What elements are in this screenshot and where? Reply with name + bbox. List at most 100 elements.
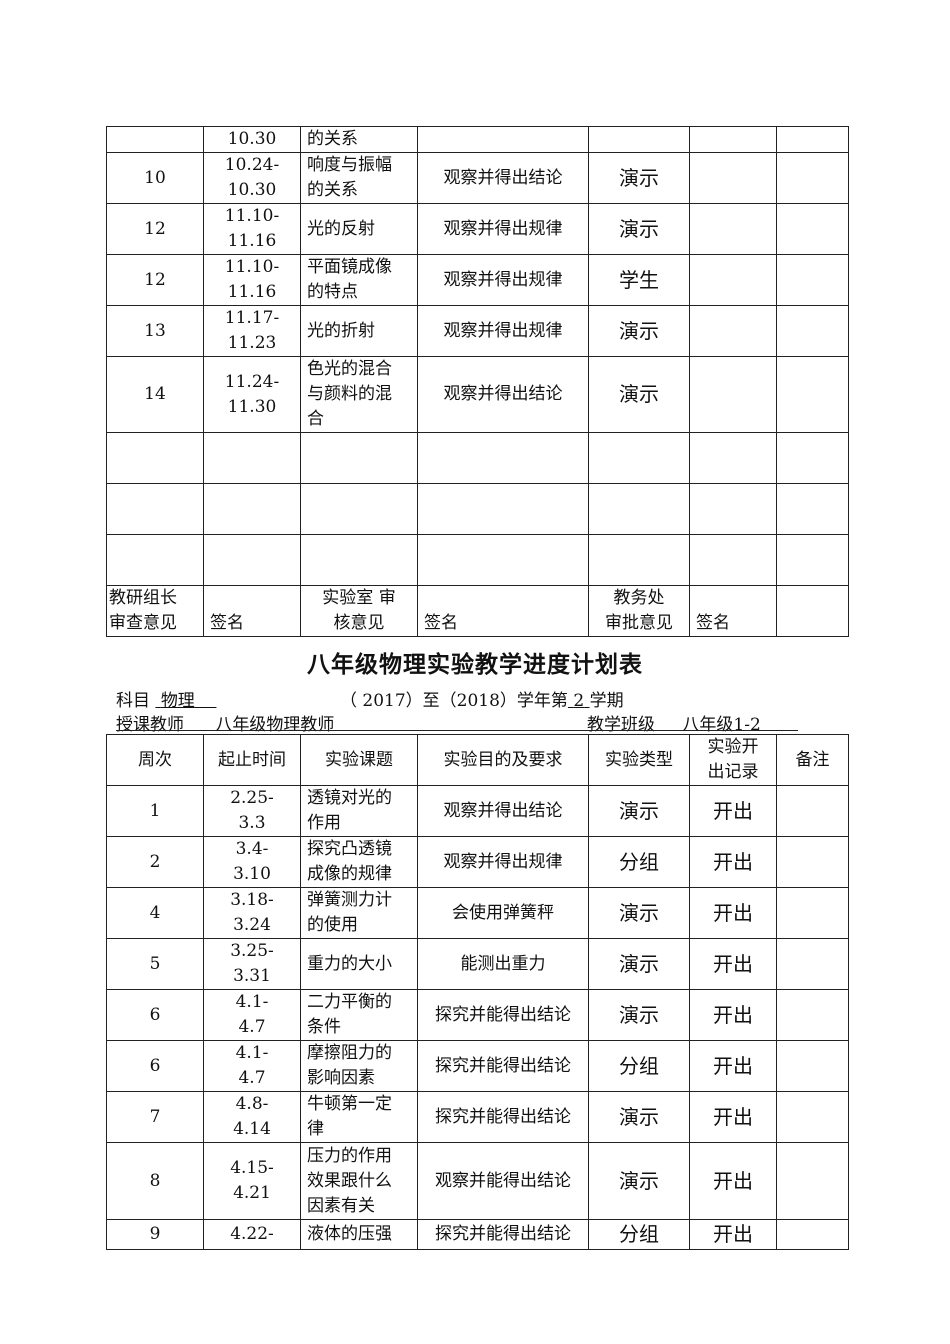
topic-cell: 色光的混合 与颜料的混合 bbox=[300, 356, 418, 433]
cell-line: 4.1- bbox=[235, 1043, 269, 1063]
cell-line: 的关系 bbox=[307, 129, 358, 149]
note-cell bbox=[776, 1219, 849, 1250]
cell-line: 10.24- bbox=[224, 155, 280, 175]
type-cell: 演示 bbox=[588, 887, 690, 939]
week-cell: 13 bbox=[106, 305, 204, 357]
record-cell: 开出 bbox=[689, 1219, 777, 1250]
cell-line: 的使用 bbox=[307, 915, 358, 935]
cell-line: 液体的压强 bbox=[307, 1224, 392, 1244]
table-row: 1 2.25- 3.3 透镜对光的 作用 观察并得出结论 演示 开出 bbox=[106, 785, 849, 837]
cell-line: 4.8- bbox=[235, 1094, 269, 1114]
date-range-cell: 11.24- 11.30 bbox=[203, 356, 301, 433]
note-cell bbox=[776, 152, 849, 204]
experiment-schedule-table: 周次 起止时间 实验课题 实验目的及要求 实验类型 实验开 出记录 备注 1 2.25- 3.3 透… bbox=[106, 734, 849, 1250]
column-header: 实验类型 bbox=[588, 734, 690, 786]
date-range-cell: 4.8- 4.14 bbox=[203, 1091, 301, 1143]
date-range-cell: 3.18- 3.24 bbox=[203, 887, 301, 939]
goal-cell: 观察并得出结论 bbox=[417, 785, 589, 837]
record-cell bbox=[689, 432, 777, 484]
lab-review-label: 实验室 审核意见 bbox=[300, 585, 418, 637]
class-value: 八年级1-2 bbox=[682, 715, 761, 735]
record-cell bbox=[689, 356, 777, 433]
type-cell bbox=[588, 432, 690, 484]
cell-line: 审批意见 bbox=[605, 613, 673, 633]
topic-cell: 光的折射 bbox=[300, 305, 418, 357]
cell-line: 11.24- bbox=[224, 371, 280, 392]
column-header: 实验目的及要求 bbox=[417, 734, 589, 786]
column-header: 备注 bbox=[776, 734, 849, 786]
date-range-cell: 11.17- 11.23 bbox=[203, 305, 301, 357]
record-cell: 开出 bbox=[689, 836, 777, 888]
cell-line: 4.15- bbox=[230, 1158, 274, 1178]
record-cell: 开出 bbox=[689, 938, 777, 990]
type-cell: 演示 bbox=[588, 152, 690, 204]
table-row bbox=[106, 483, 849, 535]
cell-line: 11.23 bbox=[227, 333, 277, 353]
note-cell bbox=[776, 305, 849, 357]
subject-label: 科目 bbox=[116, 691, 150, 711]
cell-line: 3.4- bbox=[235, 839, 269, 859]
week-cell: 9 bbox=[106, 1219, 204, 1250]
topic-cell: 重力的大小 bbox=[300, 938, 418, 990]
record-cell bbox=[689, 305, 777, 357]
goal-cell bbox=[417, 126, 589, 153]
signature-field: 签名 bbox=[689, 585, 777, 637]
type-cell: 演示 bbox=[588, 785, 690, 837]
cell-line: 光的反射 bbox=[307, 218, 375, 239]
empty-cell bbox=[776, 585, 849, 637]
record-cell: 开出 bbox=[689, 1142, 777, 1220]
table-row: 6 4.1- 4.7 摩擦阻力的 影响因素 探究并能得出结论 分组 开出 bbox=[106, 1040, 849, 1092]
date-range-cell: 10.30 bbox=[203, 126, 301, 153]
type-cell: 分组 bbox=[588, 1040, 690, 1092]
cell-line: 与颜料的混 bbox=[307, 384, 392, 404]
cell-line: 重力的大小 bbox=[307, 953, 392, 974]
week-cell bbox=[106, 432, 204, 484]
table-row: 10.30 的关系 bbox=[106, 126, 849, 153]
cell-line: 11.16 bbox=[227, 282, 277, 302]
cell-line: 审查意见 bbox=[109, 613, 177, 633]
week-cell: 6 bbox=[106, 989, 204, 1041]
cell-line: 律 bbox=[307, 1119, 324, 1139]
date-range-cell bbox=[203, 534, 301, 586]
signature-field: 签名 bbox=[417, 585, 589, 637]
record-cell: 开出 bbox=[689, 1040, 777, 1092]
class-line: 教学班级 八年级1-2 bbox=[587, 710, 761, 735]
cell-line: 的关系 bbox=[307, 180, 358, 200]
column-header: 实验课题 bbox=[300, 734, 418, 786]
table-row: 12 11.10- 11.16 光的反射 观察并得出规律 演示 bbox=[106, 203, 849, 255]
date-range-cell: 4.22- bbox=[203, 1219, 301, 1250]
note-cell bbox=[776, 203, 849, 255]
teacher-value: 八年级物理教师 bbox=[215, 715, 335, 735]
table-row: 9 4.22- 液体的压强 探究并能得出结论 分组 开出 bbox=[106, 1219, 849, 1250]
topic-cell: 摩擦阻力的 影响因素 bbox=[300, 1040, 418, 1092]
table-row: 8 4.15- 4.21 压力的作用 效果跟什么 因素有关 观察并能得出结论 演示 开出 bbox=[106, 1142, 849, 1220]
topic-cell bbox=[300, 483, 418, 535]
note-cell bbox=[776, 938, 849, 990]
cell-line: 3.10 bbox=[233, 864, 271, 884]
table-row: 7 4.8- 4.14 牛顿第一定律探究并能得出结论 演示 开出 bbox=[106, 1091, 849, 1143]
type-cell bbox=[588, 534, 690, 586]
goal-cell: 能测出重力 bbox=[417, 938, 589, 990]
signature-field: 签名 bbox=[203, 585, 301, 637]
teacher-label: 授课教师 bbox=[116, 715, 184, 735]
week-cell: 12 bbox=[106, 254, 204, 306]
table-row: 12 11.10- 11.16 平面镜成像 的特点 观察并得出规律 学生 bbox=[106, 254, 849, 306]
cell-line: 核意见 bbox=[333, 613, 385, 633]
cell-line: 牛顿第一定 bbox=[307, 1094, 392, 1114]
type-cell bbox=[588, 126, 690, 153]
date-range-cell bbox=[203, 432, 301, 484]
topic-cell: 探究凸透镜 成像的规律 bbox=[300, 836, 418, 888]
table-row: 2 3.4- 3.10 探究凸透镜 成像的规律 观察并得出规律 分组 开出 bbox=[106, 836, 849, 888]
goal-cell: 观察并得出结论 bbox=[417, 356, 589, 433]
goal-cell: 探究并能得出结论 bbox=[417, 1219, 589, 1250]
year-range: （ 2017）至（2018）学年第 bbox=[340, 691, 568, 711]
cell-line: 实验开 bbox=[707, 737, 759, 757]
week-cell: 5 bbox=[106, 938, 204, 990]
term-suffix: 学期 bbox=[589, 691, 624, 711]
note-cell bbox=[776, 1142, 849, 1220]
type-cell: 演示 bbox=[588, 1142, 690, 1220]
note-cell bbox=[776, 126, 849, 153]
table-row: 10 10.24- 10.30 响度与振幅 的关系 观察并得出结论 演示 bbox=[106, 152, 849, 204]
goal-cell: 观察并得出结论 bbox=[417, 152, 589, 204]
note-cell bbox=[776, 356, 849, 433]
